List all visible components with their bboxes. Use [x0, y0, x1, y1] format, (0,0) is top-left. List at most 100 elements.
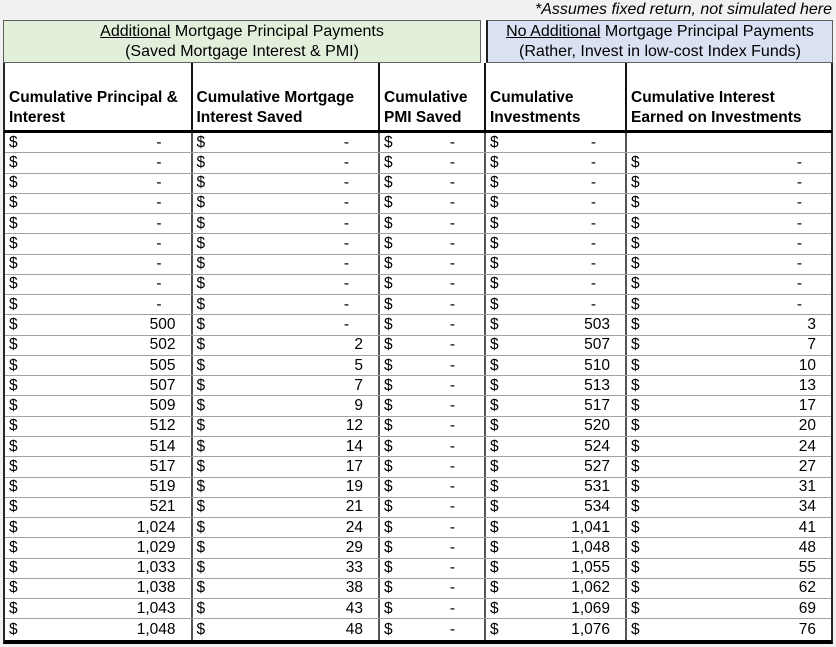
cell-value: 7	[354, 376, 363, 394]
cell-value: 21	[345, 498, 363, 516]
table-cell: $ -	[5, 295, 193, 315]
currency-symbol: $	[196, 478, 206, 496]
currency-symbol: $	[9, 133, 18, 151]
currency-symbol: $	[9, 316, 18, 334]
cell-value: 76	[798, 620, 816, 638]
group-header-band: Additional Mortgage Principal Payments (…	[3, 20, 833, 63]
table-cell: $519	[5, 477, 193, 497]
currency-symbol: $	[9, 214, 18, 232]
table-cell: $38	[193, 578, 380, 599]
currency-symbol: $	[490, 457, 499, 475]
table-cell: $ -	[380, 518, 486, 538]
table-row: $512 $12 $ - $520 $20	[5, 416, 831, 437]
table-cell: $ -	[486, 234, 627, 254]
table-cell: $ -	[486, 274, 627, 295]
currency-symbol: $	[384, 234, 393, 252]
cell-value: 55	[798, 559, 816, 577]
table-cell: $76	[627, 619, 831, 639]
table-cell: $1,076	[486, 619, 627, 640]
currency-symbol: $	[631, 174, 640, 192]
table-cell: $43	[193, 599, 380, 619]
cell-value: -	[449, 620, 455, 638]
currency-symbol: $	[631, 356, 640, 374]
cell-value: -	[796, 214, 802, 232]
table-cell: $ -	[380, 558, 486, 578]
currency-symbol: $	[384, 214, 393, 232]
currency-symbol: $	[9, 336, 18, 354]
table-cell: $ -	[627, 174, 831, 193]
table-cell: $505	[5, 355, 193, 376]
cell-value: 48	[345, 620, 363, 638]
table-row: $521 $21 $ - $534 $34	[5, 497, 831, 519]
cell-value: 507	[584, 336, 610, 354]
currency-symbol: $	[196, 133, 206, 151]
cell-value: 519	[149, 478, 176, 496]
table-cell: $ -	[380, 153, 486, 173]
table-cell: $ -	[627, 255, 831, 274]
cell-value: -	[156, 275, 162, 293]
currency-symbol: $	[9, 538, 18, 556]
currency-symbol: $	[631, 194, 640, 212]
cell-value: 1,048	[136, 620, 176, 638]
cell-value: -	[449, 153, 455, 171]
currency-symbol: $	[631, 397, 640, 415]
cell-value: 69	[798, 599, 816, 617]
table-row: $ - $ - $ - $ - $ -	[5, 295, 831, 316]
currency-symbol: $	[384, 579, 393, 597]
cell-value: 31	[798, 478, 816, 496]
table-cell: $7	[193, 376, 380, 396]
table-row: $507 $7 $ - $513 $13	[5, 376, 831, 397]
currency-symbol: $	[490, 153, 499, 171]
currency-symbol: $	[196, 518, 206, 536]
table-cell: $62	[627, 579, 831, 598]
table-cell: $ -	[380, 355, 486, 376]
table-cell: $ -	[193, 234, 380, 254]
currency-symbol: $	[9, 376, 18, 394]
cell-value: 1,076	[571, 620, 610, 638]
table-row: $505 $5 $ - $510 $10	[5, 355, 831, 377]
currency-symbol: $	[384, 518, 393, 536]
cell-value: 7	[807, 336, 816, 354]
table-row: $ - $ - $ - $ - $ -	[5, 153, 831, 174]
table-cell: $ -	[486, 295, 627, 315]
currency-symbol: $	[490, 579, 499, 597]
currency-symbol: $	[384, 478, 393, 496]
cell-value: -	[343, 133, 349, 151]
table-row: $502 $2 $ - $507 $7	[5, 335, 831, 356]
currency-symbol: $	[490, 174, 499, 192]
group-header-gap	[481, 20, 486, 63]
currency-symbol: $	[196, 174, 206, 192]
cell-value: -	[590, 133, 596, 151]
table-cell: $502	[5, 335, 193, 355]
currency-symbol: $	[384, 559, 393, 577]
table-cell: $ -	[193, 153, 380, 173]
cell-value: 12	[345, 417, 363, 435]
table-row: $514 $14 $ - $524 $24	[5, 436, 831, 458]
table-cell: $ -	[627, 214, 831, 233]
currency-symbol: $	[490, 336, 499, 354]
cell-value: 9	[354, 397, 363, 415]
table-cell: $ -	[627, 234, 831, 253]
cell-value: 34	[798, 498, 816, 516]
column-header-3: Cumulative PMI Saved	[380, 63, 486, 130]
table-cell: $24	[193, 518, 380, 538]
table-cell: $ -	[380, 133, 486, 153]
cell-value: -	[449, 174, 455, 192]
cell-value: 534	[584, 498, 610, 516]
cell-value: -	[796, 234, 802, 252]
currency-symbol: $	[384, 153, 393, 171]
table-cell: $ -	[380, 376, 486, 396]
cell-value: 517	[149, 457, 176, 475]
currency-symbol: $	[196, 153, 206, 171]
table-cell: $ -	[193, 315, 380, 335]
table-cell: $524	[486, 436, 627, 457]
currency-symbol: $	[9, 478, 18, 496]
currency-symbol: $	[384, 538, 393, 556]
cell-value: -	[343, 255, 349, 273]
group-header-line1: No Additional Mortgage Principal Payment…	[488, 22, 832, 42]
group-header-additional-payments: Additional Mortgage Principal Payments (…	[3, 20, 481, 63]
cell-value: 20	[798, 417, 816, 435]
table-cell: $521	[5, 497, 193, 518]
column-header-4: Cumulative Investments	[486, 63, 627, 130]
currency-symbol: $	[384, 376, 393, 394]
